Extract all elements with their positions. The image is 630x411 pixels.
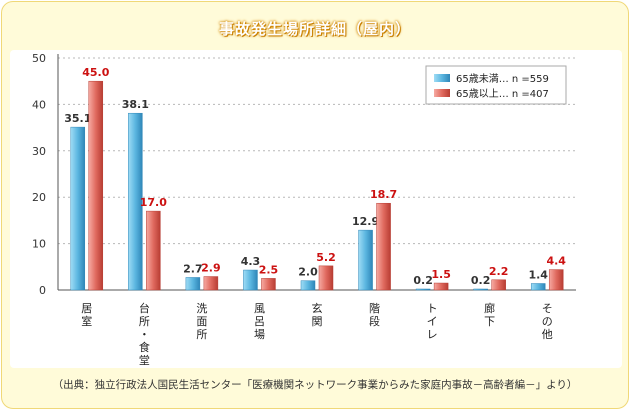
bar-over65 bbox=[203, 276, 219, 291]
data-label: 2.0 bbox=[298, 266, 318, 279]
category-label: 室 bbox=[81, 314, 92, 328]
y-tick-label: 40 bbox=[32, 98, 46, 111]
data-label: 0.2 bbox=[413, 274, 433, 287]
bar-over65 bbox=[548, 269, 564, 291]
bar-under65 bbox=[358, 229, 373, 291]
data-label: 2.9 bbox=[201, 262, 221, 275]
category-label: 風 bbox=[254, 302, 265, 315]
bar-under65 bbox=[473, 288, 488, 291]
category-label: 居 bbox=[81, 302, 92, 315]
y-tick-label: 20 bbox=[32, 191, 46, 204]
category-label: 廊 bbox=[484, 301, 495, 315]
data-label: 12.9 bbox=[352, 215, 379, 228]
data-label: 17.0 bbox=[140, 196, 167, 209]
category-label: イ bbox=[427, 315, 438, 328]
category-label: 洗 bbox=[196, 302, 207, 315]
legend-swatch bbox=[434, 74, 450, 82]
data-label: 2.2 bbox=[489, 265, 509, 278]
category-label: 面 bbox=[196, 315, 207, 328]
bar-over65 bbox=[376, 202, 391, 291]
bar-over65 bbox=[318, 265, 334, 291]
bar-over65 bbox=[491, 279, 506, 291]
bar-over65 bbox=[433, 282, 449, 291]
category-label: 呂 bbox=[254, 315, 265, 328]
category-label: 他 bbox=[542, 328, 553, 341]
data-label: 4.4 bbox=[546, 255, 566, 268]
category-label: 食 bbox=[139, 340, 150, 354]
bar-under65 bbox=[185, 277, 201, 291]
bar-over65 bbox=[146, 210, 161, 291]
category-label: 関 bbox=[312, 315, 323, 328]
data-label: 2.5 bbox=[259, 263, 279, 276]
bar-over65 bbox=[261, 278, 276, 291]
y-tick-label: 30 bbox=[32, 145, 46, 158]
legend-swatch bbox=[434, 89, 450, 97]
legend-box bbox=[425, 65, 567, 105]
bar-over65 bbox=[88, 80, 104, 291]
data-label: 45.0 bbox=[82, 66, 109, 79]
category-label: 玄 bbox=[312, 301, 323, 315]
data-label: 5.2 bbox=[316, 251, 336, 264]
data-label: 1.5 bbox=[431, 268, 451, 281]
bar-under65 bbox=[300, 280, 316, 291]
category-label: 階 bbox=[369, 301, 380, 315]
chart-title: 事故発生場所詳細（屋内） bbox=[218, 20, 411, 38]
y-tick-label: 0 bbox=[39, 284, 46, 297]
category-label: 所 bbox=[139, 315, 150, 328]
data-label: 35.1 bbox=[64, 112, 91, 125]
data-label: 38.1 bbox=[122, 98, 149, 111]
category-label: レ bbox=[427, 328, 438, 341]
bar-under65 bbox=[530, 283, 546, 291]
category-label: 所 bbox=[196, 328, 207, 341]
data-label: 1.4 bbox=[528, 269, 548, 282]
data-label: 4.3 bbox=[241, 255, 261, 268]
data-label: 2.7 bbox=[183, 262, 203, 275]
category-label: ・ bbox=[139, 328, 150, 341]
bar-under65 bbox=[415, 288, 431, 291]
y-tick-label: 50 bbox=[32, 52, 46, 65]
legend-label: 65歳以上… n =407 bbox=[456, 88, 549, 100]
category-label: 場 bbox=[254, 328, 265, 341]
category-label: の bbox=[542, 315, 553, 328]
y-tick-label: 10 bbox=[32, 238, 46, 251]
bar-under65 bbox=[243, 269, 258, 291]
category-label: 下 bbox=[484, 315, 495, 328]
category-label: 台 bbox=[139, 301, 150, 315]
data-label: 0.2 bbox=[471, 274, 491, 287]
category-label: 段 bbox=[369, 314, 380, 328]
source-note: （出典：独立行政法人国民生活センター「医療機関ネットワーク事業からみた家庭内事故… bbox=[52, 379, 578, 391]
category-label: 堂 bbox=[139, 354, 150, 367]
bar-under65 bbox=[70, 126, 86, 291]
category-label: そ bbox=[542, 302, 553, 315]
legend-label: 65歳未満… n =559 bbox=[456, 73, 549, 85]
bar-under65 bbox=[128, 112, 143, 291]
data-label: 18.7 bbox=[370, 188, 397, 201]
category-label: ト bbox=[427, 302, 438, 315]
